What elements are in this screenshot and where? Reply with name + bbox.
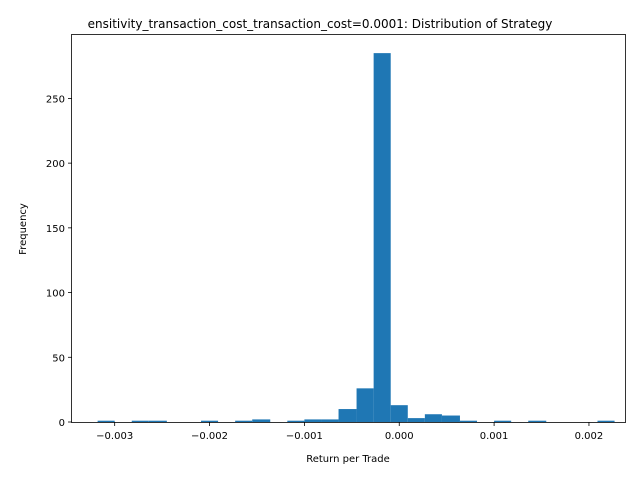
histogram-bar bbox=[373, 53, 391, 423]
histogram-bar bbox=[97, 420, 115, 422]
chart-title: ensitivity_transaction_cost_transaction_… bbox=[88, 17, 553, 31]
histogram-bars bbox=[97, 53, 615, 423]
histogram-bar bbox=[407, 418, 425, 422]
histogram-bar bbox=[148, 420, 167, 422]
histogram-bar bbox=[459, 420, 478, 422]
y-tick-label: 150 bbox=[46, 224, 65, 235]
histogram-bar bbox=[252, 419, 271, 422]
y-axis-label: Frequency bbox=[18, 203, 29, 255]
x-tick-label: 0.001 bbox=[480, 431, 509, 442]
histogram-bar bbox=[338, 409, 357, 422]
histogram-bar bbox=[424, 414, 442, 422]
histogram-bar bbox=[321, 419, 339, 422]
histogram-bar bbox=[235, 420, 253, 422]
histogram-bar bbox=[201, 420, 219, 422]
histogram-bar bbox=[131, 420, 149, 422]
y-tick-label: 200 bbox=[46, 159, 65, 170]
histogram-bar bbox=[304, 419, 322, 422]
x-tick-label: 0.000 bbox=[385, 431, 414, 442]
histogram-bar bbox=[528, 420, 547, 422]
x-tick-label: −0.001 bbox=[286, 431, 323, 442]
plot-frame bbox=[71, 34, 626, 423]
x-tick-label: −0.002 bbox=[191, 431, 228, 442]
x-tick-label: −0.003 bbox=[96, 431, 133, 442]
y-axis-ticks: 0 50 100 150 200 250 bbox=[46, 94, 72, 429]
x-axis-label: Return per Trade bbox=[306, 454, 390, 465]
histogram-bar bbox=[390, 405, 408, 422]
y-tick-label: 0 bbox=[59, 418, 65, 429]
histogram-bar bbox=[441, 415, 460, 422]
x-tick-label: 0.002 bbox=[575, 431, 604, 442]
y-tick-label: 250 bbox=[46, 94, 65, 105]
histogram-bar bbox=[356, 388, 374, 422]
histogram-bar bbox=[494, 420, 512, 422]
y-tick-label: 100 bbox=[46, 289, 65, 300]
histogram-bar bbox=[287, 420, 305, 422]
y-tick-label: 50 bbox=[52, 353, 65, 364]
histogram-bar bbox=[597, 420, 615, 422]
